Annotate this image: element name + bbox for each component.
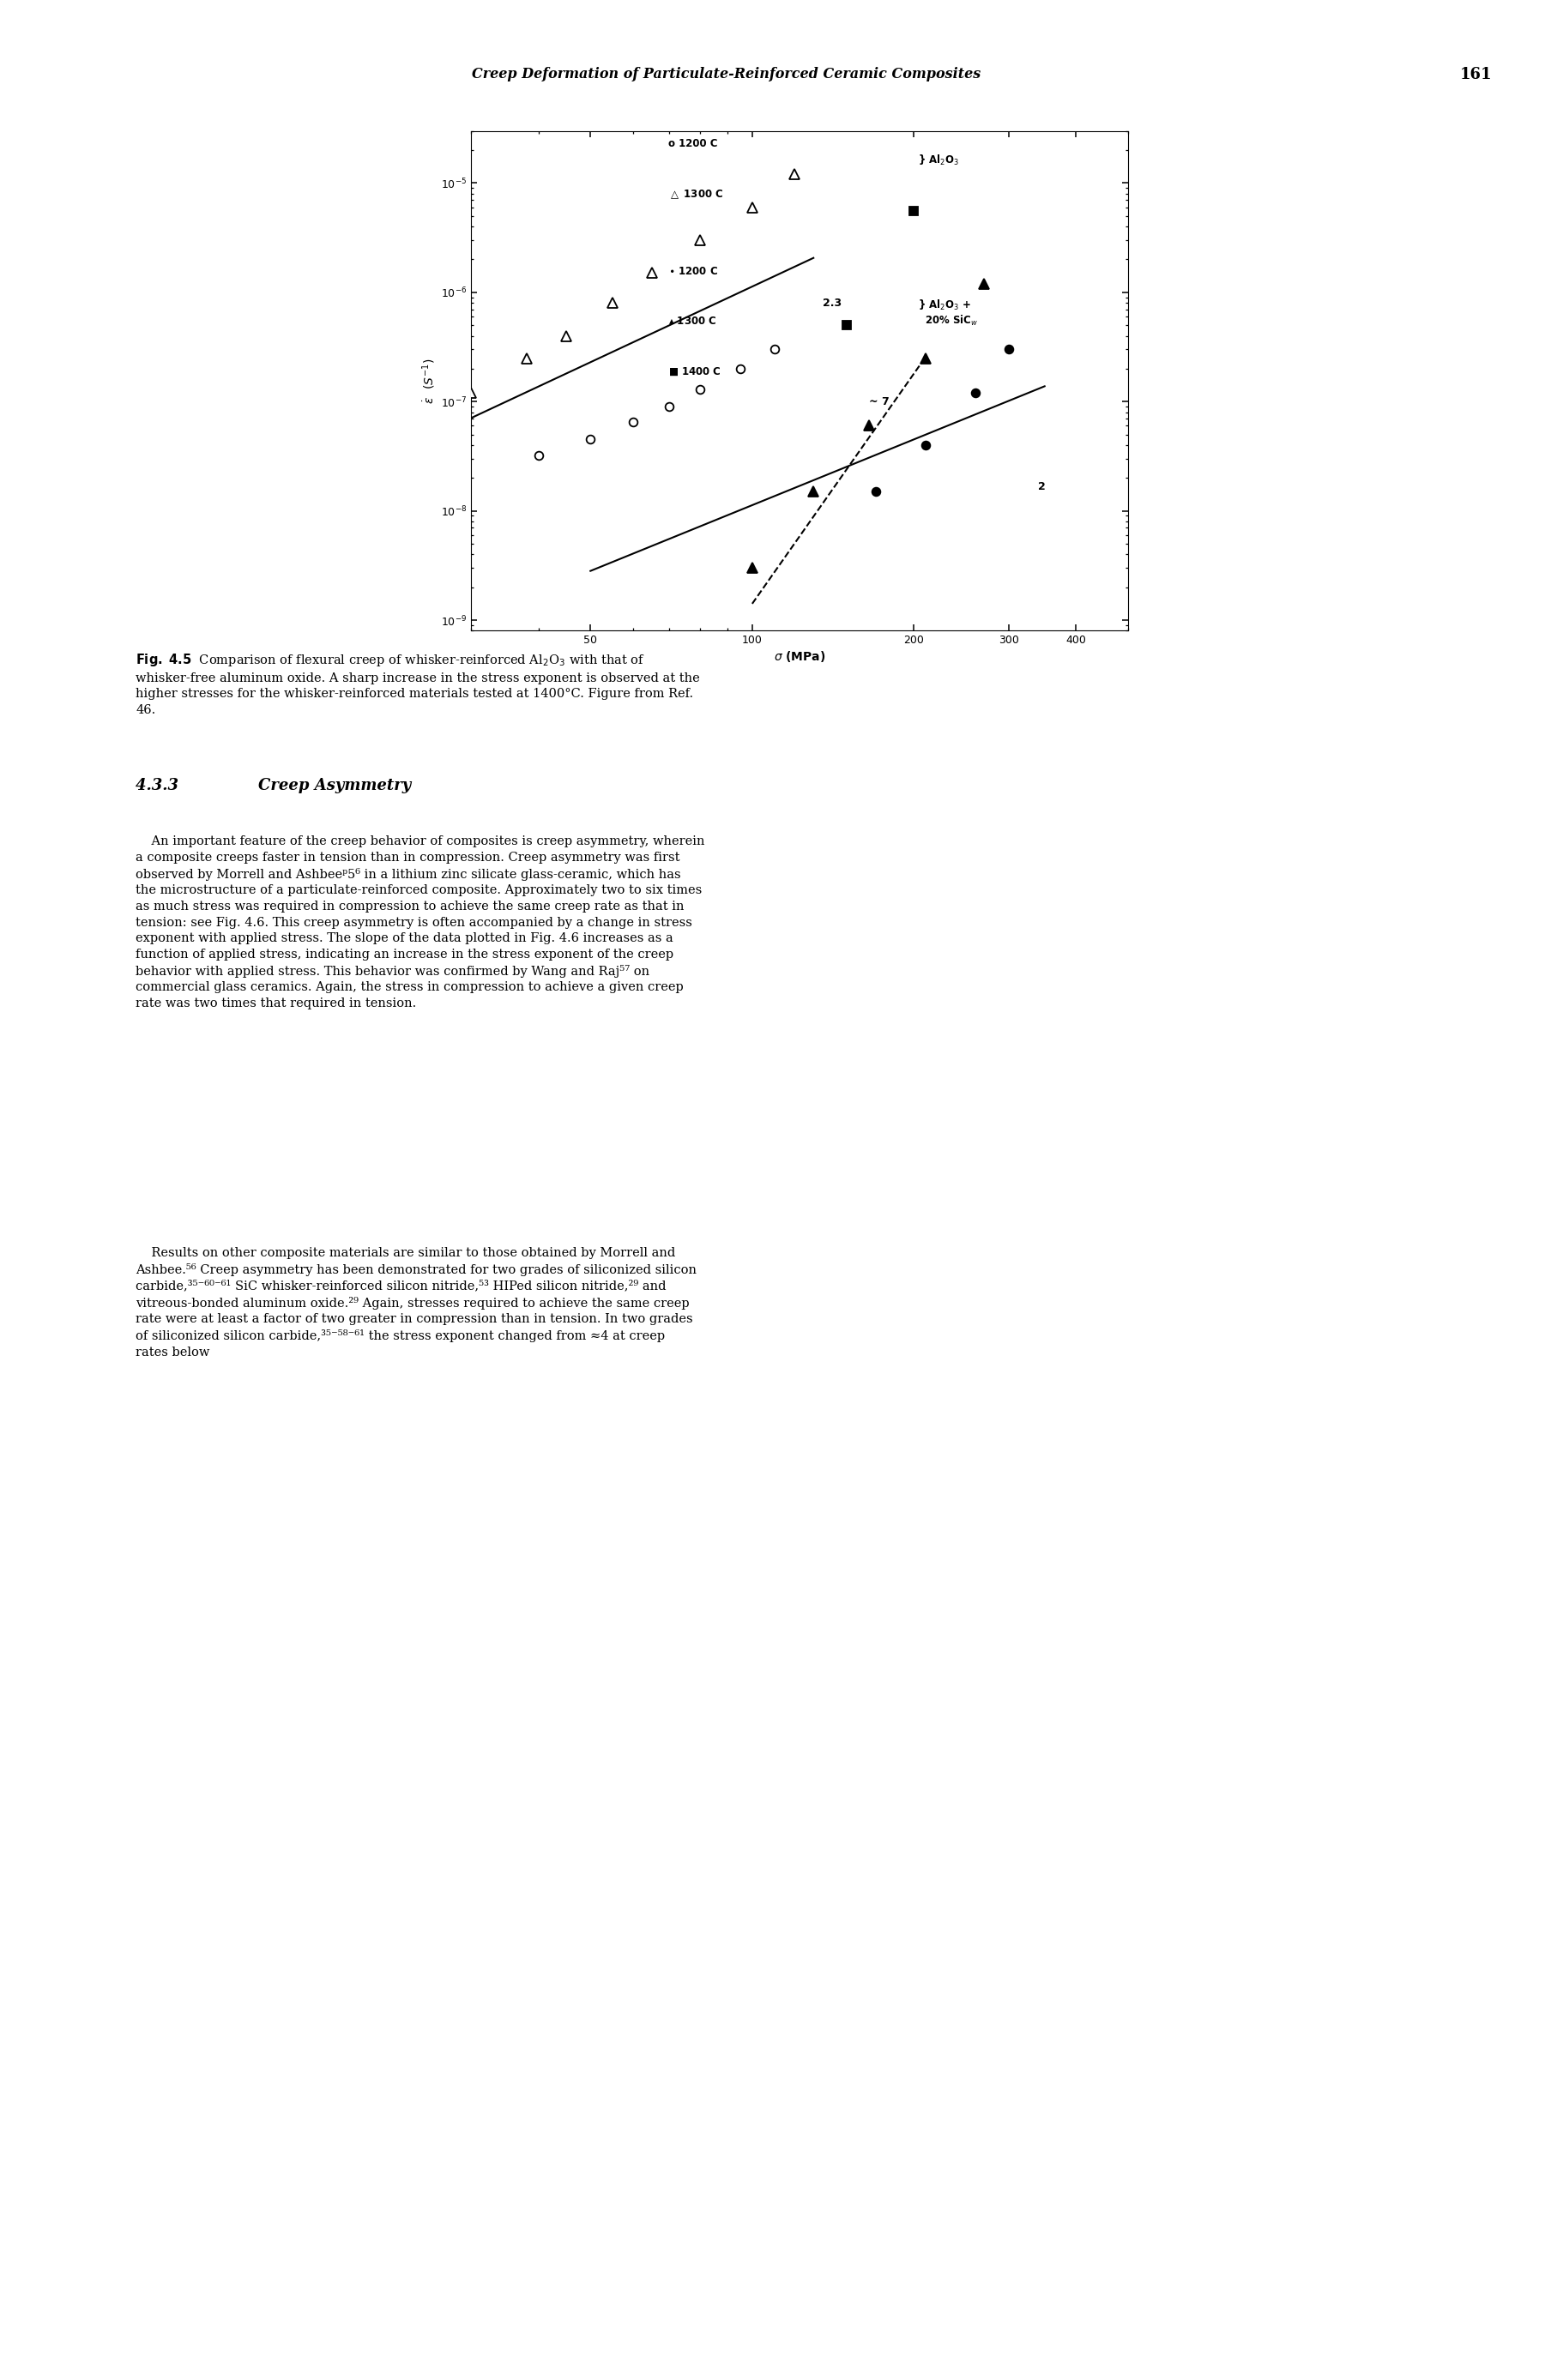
Text: $\blacktriangle$ 1300 C: $\blacktriangle$ 1300 C <box>667 317 717 326</box>
Text: } Al$_2$O$_3$ +
  20% SiC$_w$: } Al$_2$O$_3$ + 20% SiC$_w$ <box>918 298 978 328</box>
Text: 4.3.3: 4.3.3 <box>136 778 190 793</box>
Text: Results on other composite materials are similar to those obtained by Morrell an: Results on other composite materials are… <box>136 1247 697 1359</box>
Y-axis label: $\dot{\varepsilon}$  $(S^{-1})$: $\dot{\varepsilon}$ $(S^{-1})$ <box>420 357 437 405</box>
Text: } Al$_2$O$_3$: } Al$_2$O$_3$ <box>918 152 959 167</box>
Text: ~ 7: ~ 7 <box>870 395 890 407</box>
Text: Creep Asymmetry: Creep Asymmetry <box>258 778 411 793</box>
Text: 161: 161 <box>1460 67 1492 81</box>
Text: $\bf{Fig.\ 4.5}$  Comparison of flexural creep of whisker-reinforced Al$_2$O$_3$: $\bf{Fig.\ 4.5}$ Comparison of flexural … <box>136 652 700 716</box>
Text: Creep Deformation of Particulate-Reinforced Ceramic Composites: Creep Deformation of Particulate-Reinfor… <box>471 67 981 81</box>
Text: $\bullet$ 1200 C: $\bullet$ 1200 C <box>667 267 718 276</box>
Text: $\blacksquare$ 1400 C: $\blacksquare$ 1400 C <box>667 367 722 378</box>
Text: o 1200 C: o 1200 C <box>667 138 717 150</box>
Text: 2: 2 <box>1038 481 1046 493</box>
X-axis label: $\sigma$ (MPa): $\sigma$ (MPa) <box>774 650 825 664</box>
Text: $\triangle$ 1300 C: $\triangle$ 1300 C <box>667 188 723 200</box>
Text: An important feature of the creep behavior of composites is creep asymmetry, whe: An important feature of the creep behavi… <box>136 835 705 1009</box>
Text: 2.3: 2.3 <box>822 298 840 309</box>
